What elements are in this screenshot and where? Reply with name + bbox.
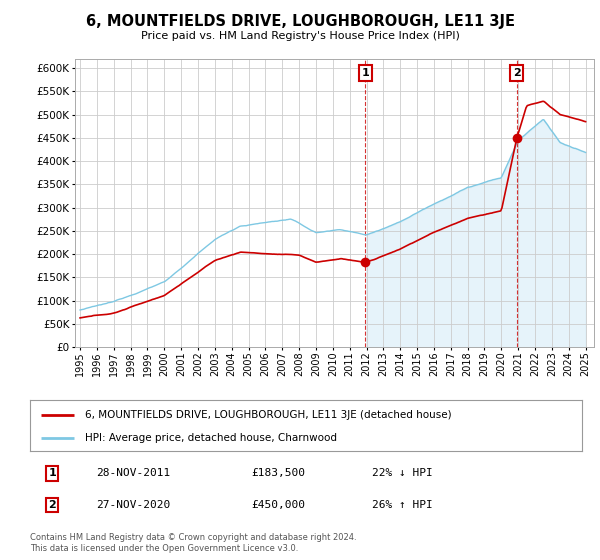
Text: 22% ↓ HPI: 22% ↓ HPI <box>372 468 433 478</box>
Text: 2: 2 <box>48 500 56 510</box>
Text: £450,000: £450,000 <box>251 500 305 510</box>
Text: 26% ↑ HPI: 26% ↑ HPI <box>372 500 433 510</box>
Text: HPI: Average price, detached house, Charnwood: HPI: Average price, detached house, Char… <box>85 433 337 443</box>
Text: Contains HM Land Registry data © Crown copyright and database right 2024.
This d: Contains HM Land Registry data © Crown c… <box>30 533 356 553</box>
Text: 2: 2 <box>513 68 521 78</box>
Text: 28-NOV-2011: 28-NOV-2011 <box>96 468 170 478</box>
Text: 6, MOUNTFIELDS DRIVE, LOUGHBOROUGH, LE11 3JE: 6, MOUNTFIELDS DRIVE, LOUGHBOROUGH, LE11… <box>86 14 515 29</box>
Text: £183,500: £183,500 <box>251 468 305 478</box>
Text: 6, MOUNTFIELDS DRIVE, LOUGHBOROUGH, LE11 3JE (detached house): 6, MOUNTFIELDS DRIVE, LOUGHBOROUGH, LE11… <box>85 409 452 419</box>
Text: 27-NOV-2020: 27-NOV-2020 <box>96 500 170 510</box>
Text: Price paid vs. HM Land Registry's House Price Index (HPI): Price paid vs. HM Land Registry's House … <box>140 31 460 41</box>
Text: 1: 1 <box>361 68 369 78</box>
Text: 1: 1 <box>48 468 56 478</box>
